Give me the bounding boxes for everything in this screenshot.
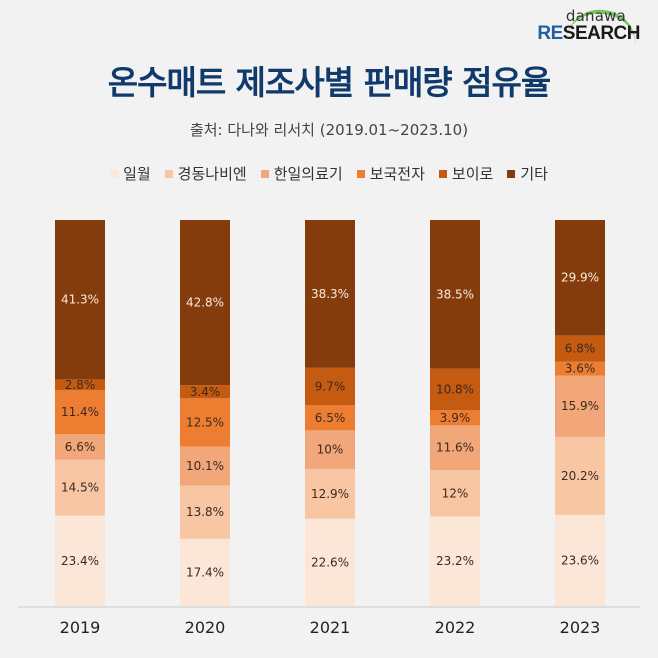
bar-segment [305, 468, 355, 519]
bar-segment [555, 375, 605, 437]
logo-danawa-text: danawa [565, 7, 626, 25]
data-label: 13.8% [186, 505, 224, 519]
bar-segment [305, 220, 355, 368]
data-label: 6.5% [315, 411, 346, 425]
x-tick-label: 2021 [310, 618, 351, 637]
x-tick-label: 2023 [560, 618, 601, 637]
data-label: 42.8% [186, 296, 224, 310]
bar-segment [305, 367, 355, 406]
bar-segment [305, 405, 355, 431]
data-label: 20.2% [561, 469, 599, 483]
danawa-research-logo: danawa RESEARCH [537, 5, 641, 49]
chart-subtitle: 출처: 다나와 리서치 (2019.01~2023.10) [189, 121, 469, 139]
data-label: 22.6% [311, 555, 349, 569]
bar-segment [430, 425, 480, 471]
bar-segment [555, 361, 605, 376]
data-label: 10.1% [186, 459, 224, 473]
x-tick-label: 2022 [435, 618, 476, 637]
bar-segment [180, 220, 230, 386]
data-label: 9.7% [315, 380, 346, 394]
legend-swatch [260, 169, 269, 178]
bar-segment [55, 220, 105, 380]
legend: 일월 경동나비엔 한일의료기 보국전자 보이로 기타 [0, 163, 658, 184]
bar-segment [305, 518, 355, 606]
bar-segment [180, 398, 230, 447]
data-label: 6.8% [565, 342, 596, 356]
bar-segment [430, 470, 480, 517]
bar-segment [305, 430, 355, 469]
data-label: 38.3% [311, 287, 349, 301]
x-tick-label: 2020 [185, 618, 226, 637]
data-label: 10% [317, 443, 344, 457]
bar-segment [430, 516, 480, 606]
legend-item: 일월 [110, 163, 151, 184]
bar-segment [180, 446, 230, 486]
logo-search: SEARCH [562, 23, 641, 44]
legend-swatch [110, 169, 119, 178]
bar-segment [555, 436, 605, 515]
bar-segment [555, 514, 605, 606]
data-label: 12.5% [186, 415, 224, 429]
data-label: 3.4% [190, 385, 221, 399]
legend-label: 기타 [520, 165, 548, 183]
bar-segment [55, 459, 105, 516]
bar-segment [180, 485, 230, 539]
x-axis-labels: 2019 2020 2021 2022 2023 [60, 618, 601, 637]
logo-research-text: RESEARCH [537, 24, 640, 44]
legend-label: 경동나비엔 [177, 165, 247, 183]
data-label: 23.2% [436, 554, 474, 568]
data-label: 29.9% [561, 271, 599, 285]
data-label: 11.4% [61, 405, 99, 419]
data-label: 17.4% [186, 565, 224, 579]
data-label: 41.3% [61, 293, 99, 307]
logo-re: RE [537, 23, 563, 44]
data-label: 14.5% [61, 481, 99, 495]
data-label: 11.6% [436, 441, 474, 455]
data-label: 3.6% [565, 362, 596, 376]
bar-segment [55, 390, 105, 435]
data-label: 38.5% [436, 287, 474, 301]
bar-segment [555, 220, 605, 336]
bar-segment [430, 220, 480, 369]
legend-label: 보국전자 [369, 165, 425, 183]
legend-item: 경동나비엔 [164, 163, 247, 184]
data-label: 23.6% [561, 553, 599, 567]
data-label: 3.9% [440, 411, 471, 425]
legend-label: 일월 [123, 165, 151, 183]
legend-swatch [356, 169, 365, 178]
chart-title: 온수매트 제조사별 판매량 점유율 [107, 63, 552, 102]
bar-segment [55, 434, 105, 460]
data-label: 15.9% [561, 399, 599, 413]
legend-swatch [438, 169, 447, 178]
legend-item: 보이로 [438, 163, 494, 184]
legend-label: 한일의료기 [273, 165, 343, 183]
data-label: 12% [442, 486, 469, 500]
legend-item: 기타 [507, 163, 548, 184]
legend-label: 보이로 [451, 165, 494, 183]
data-label: 6.6% [65, 440, 96, 454]
data-label: 12.9% [311, 487, 349, 501]
bar-segment [55, 515, 105, 606]
legend-swatch [164, 169, 173, 178]
bar-segment [180, 538, 230, 606]
data-label: 23.4% [61, 554, 99, 568]
legend-item: 보국전자 [356, 163, 425, 184]
legend-swatch [507, 169, 516, 178]
bar-segment [55, 379, 105, 391]
bar-segment [555, 335, 605, 362]
data-label: 2.8% [65, 378, 96, 392]
bar-segment [180, 385, 230, 399]
bar-segment [430, 410, 480, 426]
x-tick-label: 2019 [60, 618, 101, 637]
data-label: 10.8% [436, 382, 474, 396]
bars-group: 23.4% 14.5% 6.6% 11.4% 2.8% 41.3% 17.4% 13.8% 10… [55, 220, 605, 606]
legend-item: 한일의료기 [260, 163, 343, 184]
bar-segment [430, 368, 480, 411]
